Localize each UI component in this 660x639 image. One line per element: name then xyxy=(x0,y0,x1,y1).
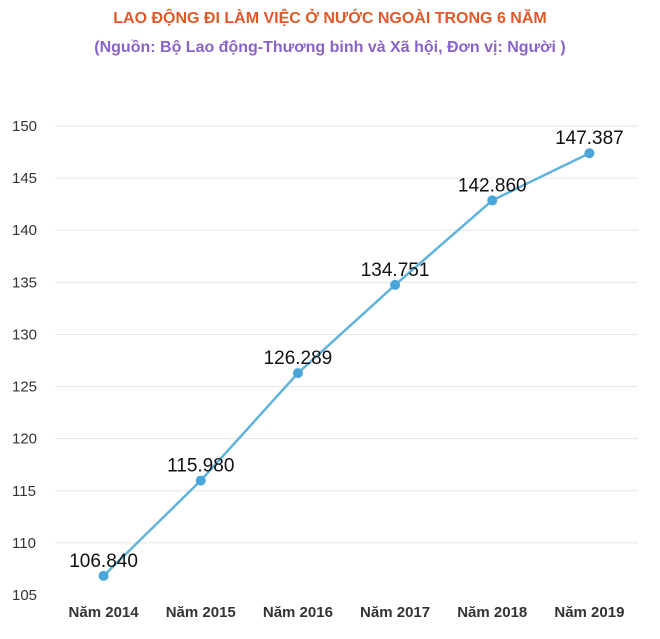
data-point xyxy=(584,148,595,159)
y-axis-ticks: 105 110 115 120 125 130 135 140 145 150 xyxy=(12,118,37,604)
y-tick-label: 145 xyxy=(12,170,37,187)
x-tick-label: Năm 2017 xyxy=(360,604,430,621)
y-tick-label: 115 xyxy=(12,483,36,500)
data-label: 106.840 xyxy=(69,551,138,572)
y-tick-label: 135 xyxy=(12,274,37,291)
data-label: 147.387 xyxy=(555,128,624,149)
chart-title: LAO ĐỘNG ĐI LÀM VIỆC Ở NƯỚC NGOÀI TRONG … xyxy=(113,10,547,27)
data-labels: 106.840 115.980 126.289 134.751 142.860 147.3… xyxy=(69,128,624,572)
chart-subtitle: (Nguồn: Bộ Lao động-Thương binh và Xã hộ… xyxy=(94,39,566,56)
x-tick-label: Năm 2014 xyxy=(69,604,140,621)
data-point xyxy=(487,195,498,206)
y-tick-label: 140 xyxy=(12,222,37,239)
y-tick-label: 110 xyxy=(12,535,36,552)
data-point xyxy=(195,475,206,486)
data-label: 126.289 xyxy=(264,348,333,369)
series-line xyxy=(102,152,590,577)
y-tick-label: 125 xyxy=(12,379,37,396)
x-tick-label: Năm 2018 xyxy=(457,604,527,621)
data-label: 115.980 xyxy=(167,456,234,477)
gridlines xyxy=(55,125,638,544)
x-axis-ticks: Năm 2014 Năm 2015 Năm 2016 Năm 2017 Năm 2018… xyxy=(69,604,625,621)
y-tick-label: 130 xyxy=(12,326,37,343)
y-tick-label: 105 xyxy=(12,587,37,604)
data-series xyxy=(98,148,595,581)
x-tick-label: Năm 2015 xyxy=(166,604,236,621)
y-tick-label: 120 xyxy=(12,431,37,448)
data-point xyxy=(390,279,401,290)
data-point xyxy=(98,570,109,581)
data-point xyxy=(292,368,303,379)
data-label: 142.860 xyxy=(458,175,527,196)
data-label: 134.751 xyxy=(361,260,430,281)
x-tick-label: Năm 2016 xyxy=(263,604,333,621)
x-tick-label: Năm 2019 xyxy=(554,604,624,621)
y-tick-label: 150 xyxy=(12,118,37,135)
